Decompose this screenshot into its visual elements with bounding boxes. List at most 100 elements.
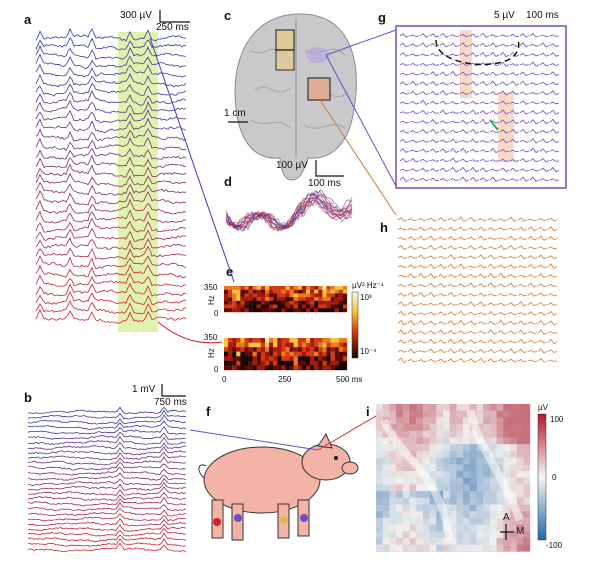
panel-e-cell	[252, 360, 257, 366]
panel-i-map-cell	[510, 417, 517, 425]
panel-h-electrode-trace	[457, 246, 468, 250]
panel-g-electrode-trace	[529, 33, 540, 38]
panel-i-map-cell	[469, 437, 477, 445]
panel-i-map-cell	[376, 424, 383, 431]
panel-b-trace-2	[27, 414, 187, 425]
panel-i-map-cell	[429, 504, 437, 512]
arrow-a-to-e-red	[157, 321, 223, 344]
panel-i-map-cell	[436, 477, 444, 485]
panel-e-cell	[236, 360, 241, 366]
panel-h-electrode-trace	[497, 255, 508, 259]
panel-i-map-cell	[456, 504, 464, 512]
panel-e-cell	[244, 300, 249, 305]
panel-e-cell	[244, 293, 249, 298]
panel-h-electrode-trace	[487, 302, 498, 306]
panel-h-electrode-trace	[477, 245, 488, 250]
panel-g-electrode-trace	[459, 147, 470, 154]
panel-g-electrode-trace	[529, 61, 540, 67]
panel-h-electrode-trace	[397, 227, 408, 231]
panel-i-map-cell	[469, 504, 477, 512]
panel-e-cell	[338, 347, 343, 352]
panel-g-electrode-trace	[519, 42, 530, 48]
panel-e-cell	[297, 351, 302, 357]
panel-b-trace-24	[27, 527, 187, 537]
panel-h-electrode-trace	[467, 301, 478, 307]
panel-e-cell	[293, 293, 298, 298]
panel-e-ylabel-1: Hz	[207, 295, 216, 305]
panel-i-map-cell	[503, 544, 511, 552]
panel-i-map-cell	[389, 531, 397, 539]
panel-e-cell	[244, 308, 249, 313]
panel-g-electrode-trace	[429, 177, 440, 182]
panel-i-map-cell	[436, 404, 444, 411]
panel-i-map-cell	[463, 404, 470, 411]
panel-h-electrode-trace	[407, 218, 418, 222]
panel-e-cell	[334, 342, 339, 348]
panel-e-cell	[334, 308, 339, 313]
panel-e-cell	[232, 308, 237, 313]
panel-e-ylabel-2: Hz	[207, 348, 216, 358]
panel-i-colorbar	[537, 413, 547, 541]
panel-e-cell	[326, 338, 331, 343]
panel-i-vessels	[380, 409, 524, 541]
panel-i-map-cell	[483, 544, 490, 552]
panel-e-cell	[301, 342, 307, 348]
panel-g-electrode-trace	[459, 33, 470, 38]
panel-i-map-cell	[396, 484, 403, 492]
panel-i-map-cell	[489, 450, 497, 458]
panel-i-map-cell	[516, 517, 524, 525]
panel-e-cell	[297, 304, 302, 309]
panel-e-cell	[314, 300, 319, 305]
panel-h-electrode-trace	[537, 320, 548, 326]
panel-i-map-cell	[449, 524, 457, 532]
panel-i-map-cell	[409, 484, 417, 492]
panel-i-map-cell	[436, 511, 444, 518]
panel-a-trace-31	[35, 308, 187, 324]
panel-g-electrode-trace	[549, 63, 560, 66]
panel-h-electrode-trace	[507, 273, 518, 278]
panel-h-electrode-trace	[397, 274, 408, 278]
panel-g-electrode-trace	[459, 71, 470, 76]
panel-i-map-cell	[402, 538, 410, 545]
panel-i-map-cell	[523, 437, 531, 445]
panel-h-electrode-trace	[467, 311, 478, 316]
panel-g-electrode-trace	[419, 120, 430, 124]
panel-i-map-cell	[483, 531, 490, 539]
panel-g-electrode-trace	[409, 72, 420, 76]
panel-g-electrode-trace	[539, 52, 550, 57]
panel-e-xtick-0: 0	[222, 375, 227, 384]
connector-brain-to-g	[325, 29, 397, 187]
panel-e-cell	[322, 308, 327, 313]
panel-i-map-cell	[376, 524, 383, 532]
panel-e-cell	[285, 308, 290, 313]
panel-i-map-cell	[409, 410, 417, 418]
panel-g-electrode-trace	[459, 101, 470, 105]
panel-i-map-cell	[483, 424, 490, 431]
panel-h-electrode-trace	[397, 310, 408, 316]
panel-i-map-cell	[436, 457, 444, 465]
panel-i-map-cell	[449, 437, 457, 445]
panel-b-trace-19	[27, 501, 187, 512]
panel-i-map-cell	[523, 424, 531, 431]
panel-g-electrode-trace	[549, 34, 560, 38]
panel-e-cell	[248, 347, 253, 352]
panel-h-electrode-trace	[537, 292, 548, 297]
panel-i-map-cell	[376, 444, 383, 451]
panel-e-cell	[293, 297, 298, 302]
panel-i-map-cell	[523, 430, 531, 438]
panel-g-electrode-trace	[409, 139, 420, 143]
panel-h-electrode-trace	[547, 320, 558, 326]
panel-e-yzero-2: 0	[214, 365, 219, 374]
panel-h-electrode-trace	[417, 264, 428, 269]
panel-e-cell	[285, 351, 290, 357]
panel-i-map-cell	[476, 410, 484, 418]
panel-h-electrode-trace	[487, 348, 498, 354]
panel-g-electrode-trace	[519, 52, 530, 57]
panel-h-electrode-trace	[407, 358, 418, 363]
panel-e-cell	[289, 338, 294, 343]
panel-e-cell	[289, 360, 294, 366]
panel-i-map-cell	[376, 417, 383, 425]
panel-e-cell	[244, 351, 249, 357]
panel-h-electrode-trace	[527, 330, 538, 334]
panel-i-map-cell	[376, 437, 383, 445]
